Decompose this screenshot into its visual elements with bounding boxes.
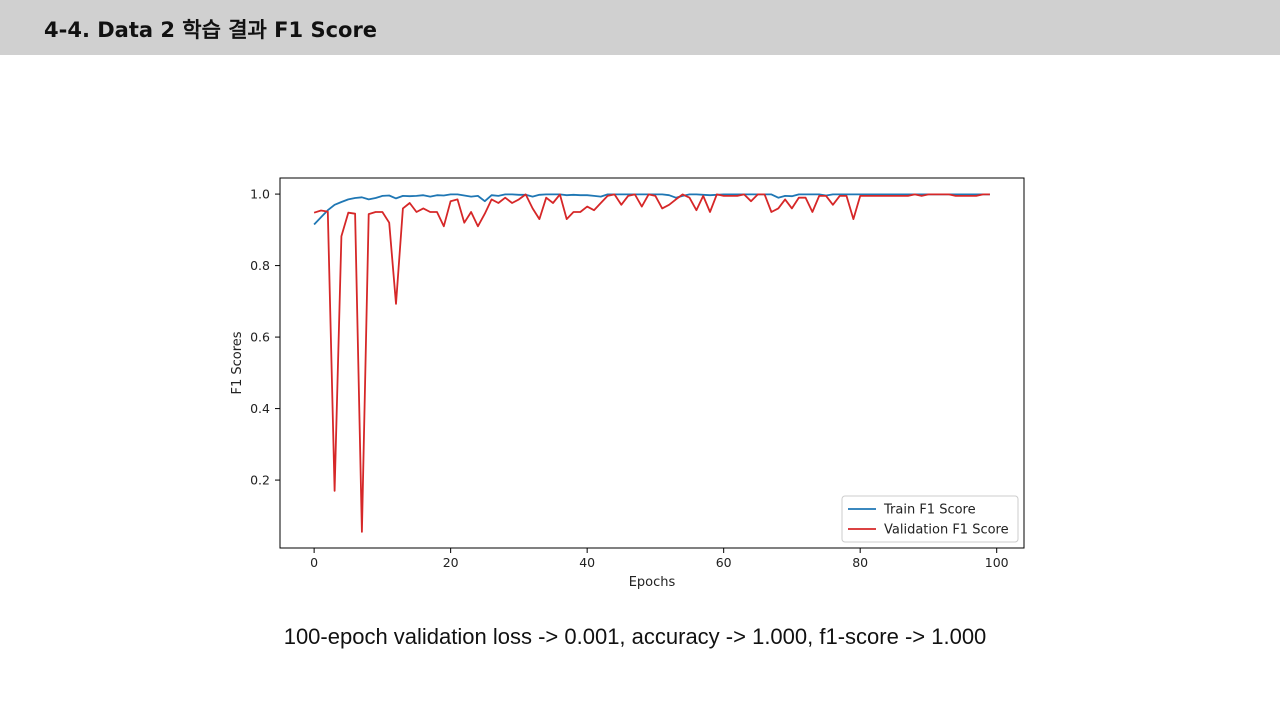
plot-frame <box>279 177 1025 549</box>
legend-label-2: Validation F1 Score <box>884 523 1009 538</box>
x-tick-label-0: 0 <box>310 555 318 570</box>
y-tick-label-1: 1.0 <box>250 187 270 202</box>
x-tick-label-60: 60 <box>716 555 732 570</box>
y-axis-label: F1 Scores <box>230 331 245 394</box>
legend-box <box>841 495 1019 543</box>
x-axis-label: Epochs <box>629 575 676 590</box>
x-tick-label-100: 100 <box>985 555 1009 570</box>
x-tick-label-80: 80 <box>852 555 868 570</box>
y-tick-label-0.4: 0.4 <box>250 401 270 416</box>
y-tick-label-0.8: 0.8 <box>250 258 270 273</box>
x-tick-label-20: 20 <box>443 555 459 570</box>
y-tick-label-0.2: 0.2 <box>250 473 270 488</box>
summary-caption: 100-epoch validation loss -> 0.001, accu… <box>283 624 987 649</box>
series-line-validation-f1-score <box>313 193 990 533</box>
header-bar <box>0 0 1280 55</box>
legend-label-1: Train F1 Score <box>883 503 976 518</box>
legend: Train F1 Score Validation F1 Score <box>841 495 1019 543</box>
x-tick-label-40: 40 <box>579 555 595 570</box>
y-tick-label-0.6: 0.6 <box>250 330 270 345</box>
slide-title: 4-4. Data 2 학습 결과 F1 Score <box>44 18 378 42</box>
